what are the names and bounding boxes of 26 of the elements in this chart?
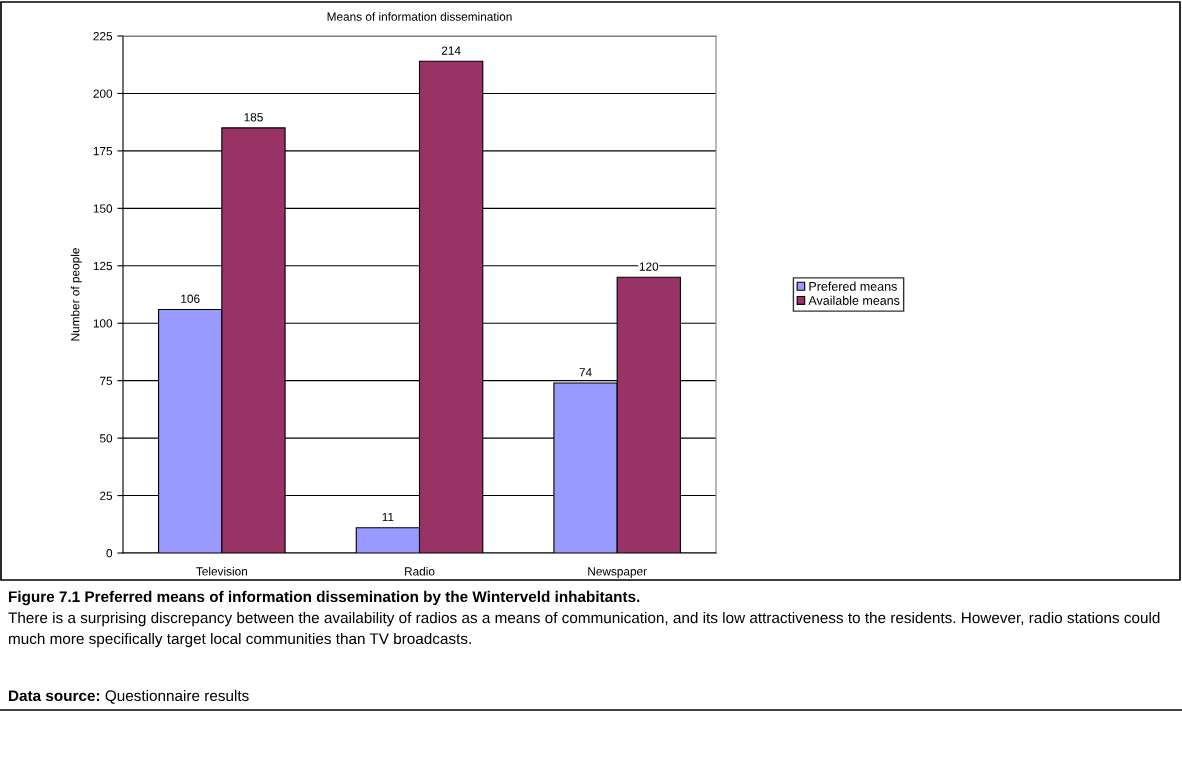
y-tick-label: 125 xyxy=(93,261,113,271)
x-tick-label: Television xyxy=(196,566,247,576)
data-label: 74 xyxy=(579,368,592,377)
data-label: 120 xyxy=(639,262,659,271)
data-label: 185 xyxy=(244,113,263,122)
y-tick-label: 175 xyxy=(93,147,113,156)
data-label: 11 xyxy=(382,512,394,522)
y-tick-label: 0 xyxy=(106,549,113,558)
y-tick-label: 50 xyxy=(99,434,113,443)
data-label: 214 xyxy=(441,46,461,55)
y-tick-label: 225 xyxy=(93,32,113,41)
y-tick-label: 200 xyxy=(93,89,113,98)
text: There is a surprising discrepancy between the availability of radios as a means of communication, and its low attractiveness to the residents. However, radio stations could much more specifically target local communities than TV broadcasts. xyxy=(8,612,1160,648)
legend-label: Available means xyxy=(808,295,900,305)
data-label: 106 xyxy=(181,294,200,303)
source-note: Data source: Questionnaire results xyxy=(9,689,249,704)
caption: Figure 7.1 Preferred means of information dissemination by the Winterveld inhabitants. xyxy=(9,590,640,606)
x-tick-label: Newspaper xyxy=(588,567,647,578)
y-tick-label: 100 xyxy=(93,319,113,328)
chart-title: Means of information dissemination xyxy=(327,12,512,21)
legend-label: Prefered means xyxy=(809,281,897,291)
x-tick-label: Radio xyxy=(405,566,435,576)
y-tick-label: 75 xyxy=(100,376,113,386)
y-tick-label: 25 xyxy=(100,491,113,500)
y-axis-title: Number of people xyxy=(70,248,82,341)
y-tick-label: 150 xyxy=(93,204,113,213)
